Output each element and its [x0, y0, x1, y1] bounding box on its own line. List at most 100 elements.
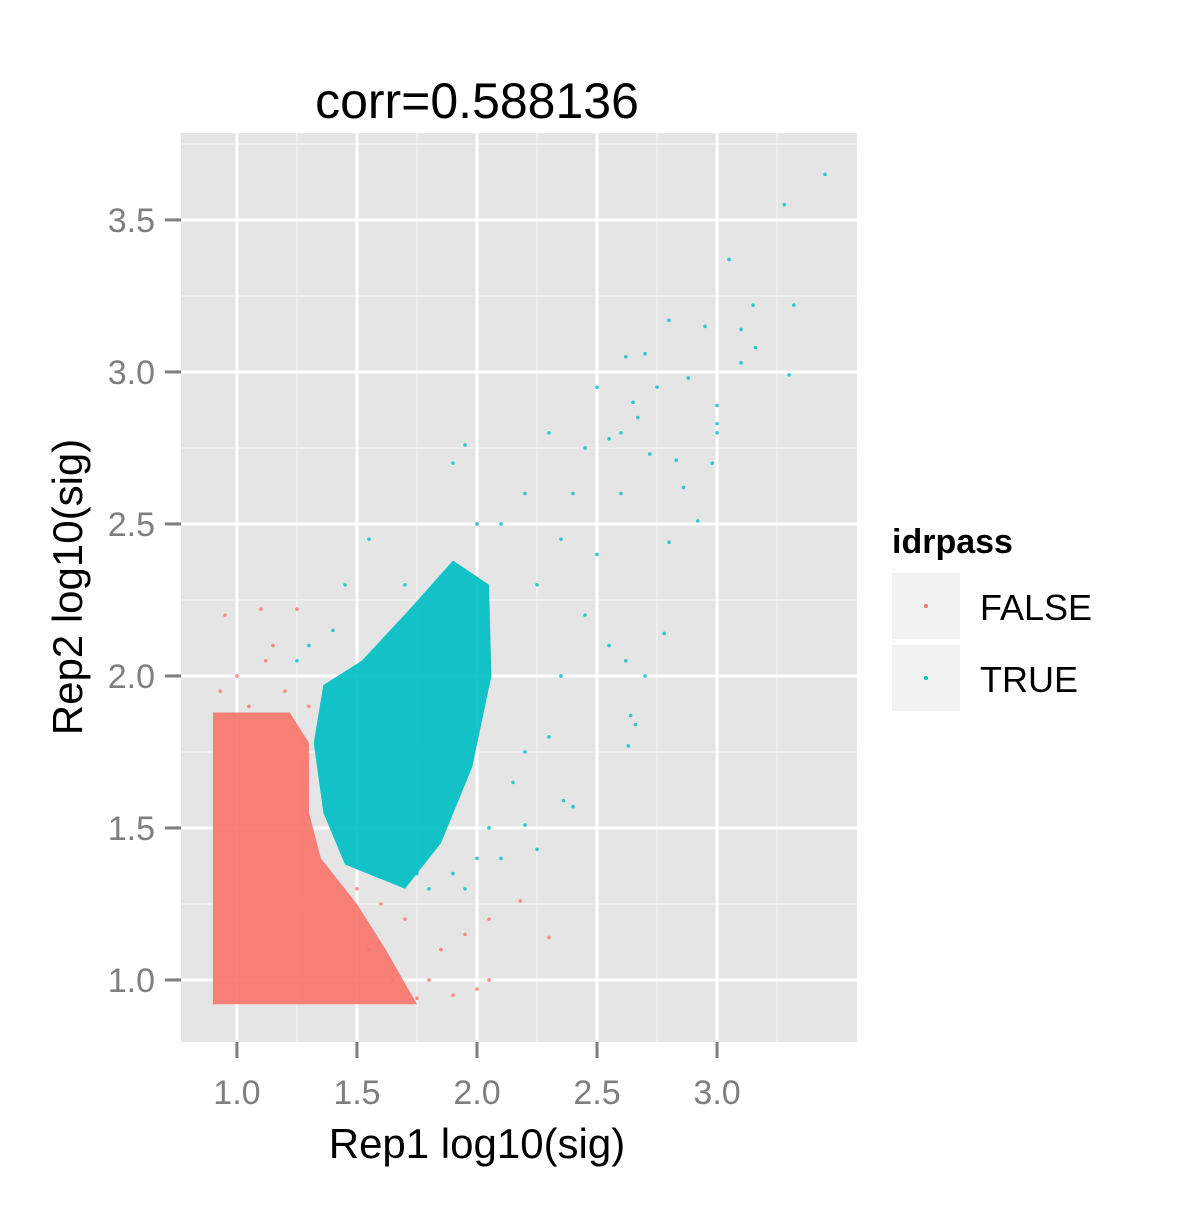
point-true: [633, 722, 638, 727]
point-false: [235, 674, 239, 678]
point-true: [595, 385, 599, 389]
point-true: [787, 373, 791, 377]
x-tick-label: 3.0: [693, 1074, 740, 1112]
point-true: [631, 400, 635, 405]
point-true: [499, 856, 503, 861]
point-true: [487, 826, 491, 830]
point-true: [535, 582, 539, 587]
point-true: [782, 202, 787, 207]
point-false: [259, 607, 263, 611]
point-true: [753, 345, 758, 350]
point-true: [367, 537, 371, 541]
point-true: [703, 324, 707, 329]
point-true: [475, 522, 479, 526]
point-true: [583, 613, 587, 617]
point-false: [223, 613, 227, 617]
point-false: [415, 996, 419, 1001]
point-true: [643, 351, 647, 356]
point-false: [247, 704, 251, 709]
point-true: [475, 856, 479, 861]
point-false: [427, 978, 431, 982]
point-true: [607, 643, 611, 648]
point-true: [686, 376, 691, 380]
dense-regions: [212, 560, 492, 1005]
point-false: [518, 899, 523, 903]
point-false: [475, 987, 479, 991]
point-true: [427, 886, 431, 891]
point-true: [715, 430, 719, 435]
point-true: [535, 847, 539, 852]
data-points: [218, 172, 827, 1001]
point-false: [439, 947, 443, 952]
point-true: [595, 552, 599, 557]
x-tick-label: 2.5: [573, 1074, 620, 1112]
point-true: [667, 318, 671, 323]
point-true: [547, 430, 551, 435]
point-false: [271, 643, 275, 648]
point-false: [547, 935, 551, 940]
point-true: [710, 461, 715, 465]
point-true: [674, 458, 679, 462]
chart-title: corr=0.588136: [315, 73, 639, 129]
point-true: [739, 327, 743, 332]
point-false: [379, 902, 383, 906]
y-axis: 1.0 1.5 2.0 2.5 3.0 3.5: [108, 202, 181, 1000]
point-false: [307, 704, 311, 709]
point-true: [295, 658, 299, 663]
point-true: [636, 415, 640, 420]
point-true: [451, 461, 455, 465]
point-true: [561, 798, 566, 803]
point-true: [463, 443, 467, 447]
point-false: [451, 993, 455, 997]
point-false: [263, 658, 268, 663]
point-false: [367, 947, 371, 952]
dense-region-false: [212, 712, 417, 1005]
x-axis-label: Rep1 log10(sig): [329, 1120, 626, 1167]
point-true: [415, 871, 419, 876]
x-tick-label: 1.0: [213, 1074, 260, 1112]
point-true: [607, 437, 611, 441]
point-true: [559, 537, 563, 541]
y-tick-label: 3.0: [108, 354, 155, 392]
point-true: [739, 361, 743, 365]
point-true: [648, 452, 652, 456]
point-true: [307, 643, 311, 648]
point-true: [451, 871, 455, 876]
point-true: [499, 522, 503, 526]
legend-marker-true: [924, 676, 928, 680]
legend-title: idrpass: [892, 523, 1013, 561]
point-true: [403, 582, 407, 587]
point-true: [626, 744, 631, 748]
point-false: [487, 978, 491, 982]
point-true: [571, 804, 575, 809]
point-true: [624, 658, 628, 663]
point-false: [295, 607, 299, 611]
legend-marker-false: [924, 604, 928, 608]
y-tick-label: 1.0: [108, 962, 155, 1000]
x-tick-label: 2.0: [453, 1074, 500, 1112]
point-true: [681, 485, 686, 490]
y-axis-label: Rep2 log10(sig): [44, 439, 91, 736]
point-false: [218, 689, 222, 693]
point-true: [751, 303, 755, 307]
y-tick-label: 2.5: [108, 506, 155, 544]
point-true: [559, 674, 563, 678]
point-true: [655, 385, 659, 389]
point-true: [511, 780, 515, 785]
point-true: [823, 172, 827, 177]
point-true: [571, 491, 575, 496]
point-true: [696, 519, 700, 523]
point-true: [643, 674, 647, 678]
point-false: [355, 886, 359, 891]
point-true: [583, 446, 587, 450]
point-true: [619, 430, 623, 435]
point-true: [523, 750, 527, 754]
point-false: [403, 917, 407, 921]
point-true: [523, 823, 527, 827]
point-true: [343, 582, 347, 587]
x-axis: 1.0 1.5 2.0 2.5 3.0: [213, 1042, 741, 1112]
point-true: [667, 540, 671, 545]
point-false: [391, 978, 395, 982]
